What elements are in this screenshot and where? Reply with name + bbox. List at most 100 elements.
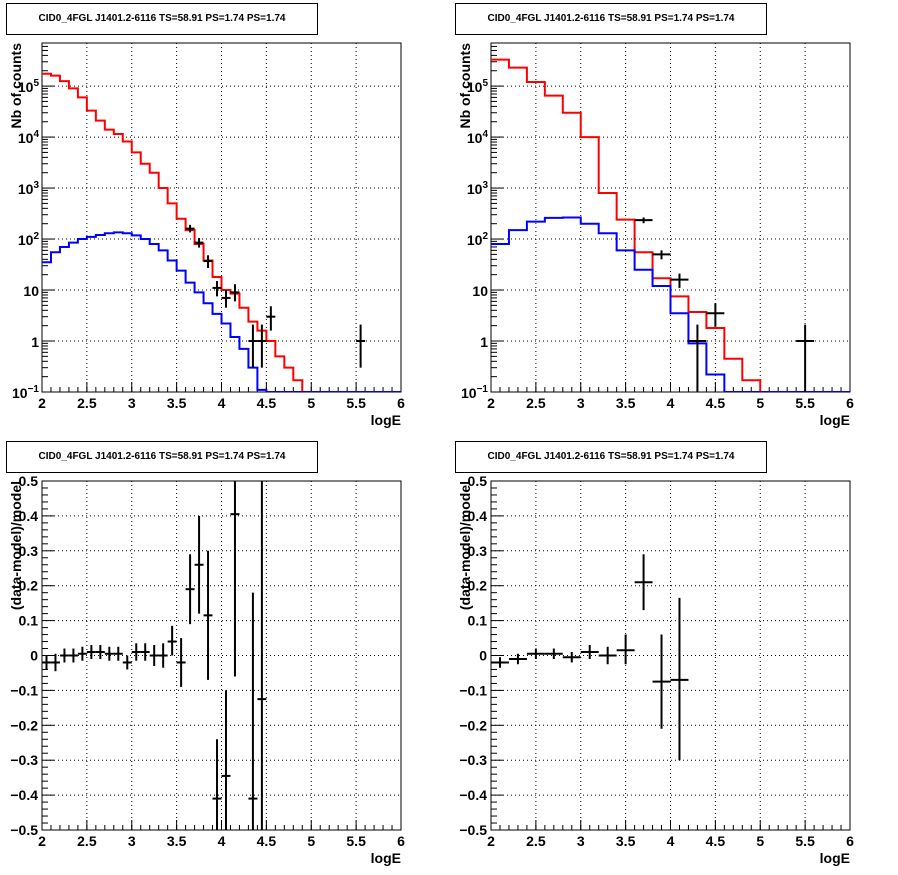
data-point bbox=[230, 284, 240, 302]
x-tick-label: 3 bbox=[128, 395, 136, 411]
x-tick-label: 5.5 bbox=[795, 833, 815, 849]
x-tick-label: 4 bbox=[667, 395, 675, 411]
y-tick-label: 0 bbox=[30, 648, 38, 664]
x-axis-label: logE bbox=[371, 850, 401, 866]
plot-area bbox=[42, 481, 267, 830]
data-point bbox=[266, 306, 276, 331]
data-point bbox=[140, 643, 150, 661]
y-tick-label: 0.5 bbox=[468, 473, 488, 489]
y-tick-label: 0.2 bbox=[19, 578, 39, 594]
y-tick-label: −0.4 bbox=[459, 787, 487, 803]
y-axis-label: Nb of counts bbox=[457, 43, 473, 129]
data-point bbox=[526, 648, 545, 659]
data-point bbox=[68, 648, 78, 663]
data-point bbox=[508, 653, 527, 665]
data-point bbox=[104, 646, 114, 661]
y-tick-label: 1 bbox=[31, 334, 39, 350]
plot-residuals-right: 2 2.5 3 3.5 4 4.5 5 5.5 6 −0.5 −0.4 −0.3 −0.2 −0.1 0 0.… bbox=[457, 473, 854, 866]
data-point bbox=[185, 224, 195, 233]
x-tick-label: 3.5 bbox=[167, 833, 187, 849]
x-tick-label: 5 bbox=[756, 395, 764, 411]
data-point bbox=[50, 653, 60, 672]
ticks bbox=[41, 42, 402, 393]
data-point bbox=[248, 592, 258, 830]
y-tick-label: 105 bbox=[467, 78, 489, 95]
y-tick-label: 10 bbox=[472, 283, 488, 299]
x-tick-label: 2 bbox=[487, 833, 495, 849]
x-tick-label: 3 bbox=[128, 833, 136, 849]
grid bbox=[491, 481, 850, 830]
y-axis-label: Nb of counts bbox=[8, 43, 24, 129]
x-axis-label: logE bbox=[820, 850, 850, 866]
x-tick-label: 2.5 bbox=[77, 833, 97, 849]
data-point bbox=[167, 625, 177, 656]
y-tick-label: 104 bbox=[467, 129, 489, 146]
data-point bbox=[598, 646, 617, 665]
panel-counts-left: 2 2.5 3 3.5 4 4.5 5 5.5 6 10−1 1 10 102 103 104 105 logE… bbox=[0, 0, 449, 437]
y-tick-label: −0.2 bbox=[10, 717, 38, 733]
x-tick-label: 3.5 bbox=[616, 395, 636, 411]
plot-residuals-left: 2 2.5 3 3.5 4 4.5 5 5.5 6 −0.5 −0.4 −0.3 −0.2 −0.1 0 0.… bbox=[8, 473, 405, 866]
data-point bbox=[544, 648, 563, 659]
data-point bbox=[688, 324, 707, 392]
y-tick-label: −0.4 bbox=[10, 787, 38, 803]
panel-residuals-right: 2 2.5 3 3.5 4 4.5 5 5.5 6 −0.5 −0.4 −0.3 −0.2 −0.1 0 0.… bbox=[449, 438, 898, 875]
data-point bbox=[257, 324, 267, 368]
plot-area bbox=[491, 554, 689, 761]
y-tick-label: 0.2 bbox=[468, 578, 488, 594]
plot-area bbox=[42, 72, 401, 392]
data-point bbox=[356, 324, 366, 368]
x-tick-label: 6 bbox=[846, 395, 854, 411]
y-tick-label: −0.3 bbox=[459, 752, 487, 768]
plot-counts-right: 2 2.5 3 3.5 4 4.5 5 5.5 6 10−1 1 10 102 103 104 105 logE… bbox=[457, 42, 854, 428]
x-tick-label: 3 bbox=[577, 395, 585, 411]
y-tick-label: 104 bbox=[18, 129, 40, 146]
y-tick-label: 0.4 bbox=[468, 508, 488, 524]
y-tick-label: 0 bbox=[479, 648, 487, 664]
x-tick-label: 5.5 bbox=[346, 395, 366, 411]
data-point bbox=[194, 237, 204, 248]
x-tick-label: 4 bbox=[218, 833, 226, 849]
data-point bbox=[203, 550, 213, 680]
x-tick-label: 3.5 bbox=[616, 833, 636, 849]
data-point bbox=[580, 645, 599, 659]
data-point bbox=[562, 652, 581, 663]
x-tick-label: 6 bbox=[397, 833, 405, 849]
panel-residuals-left: 2 2.5 3 3.5 4 4.5 5 5.5 6 −0.5 −0.4 −0.3 −0.2 −0.1 0 0.… bbox=[0, 438, 449, 875]
x-tick-label: 5 bbox=[756, 833, 764, 849]
data-point bbox=[185, 554, 195, 625]
x-tick-label: 2 bbox=[487, 395, 495, 411]
x-tick-label: 4.5 bbox=[706, 833, 726, 849]
x-tick-label: 5 bbox=[307, 395, 315, 411]
data-point bbox=[652, 250, 671, 260]
x-axis-label: logE bbox=[371, 412, 401, 428]
panel-title: CID0_4FGL J1401.2-6116 TS=58.91 PS=1.74 … bbox=[455, 441, 767, 473]
x-tick-label: 2 bbox=[38, 833, 46, 849]
x-tick-label: 3 bbox=[577, 833, 585, 849]
y-tick-label: 103 bbox=[467, 180, 489, 197]
y-tick-label: 0.3 bbox=[19, 543, 39, 559]
data-point bbox=[131, 643, 141, 661]
x-tick-label: 3.5 bbox=[167, 395, 187, 411]
y-tick-label: 0.3 bbox=[468, 543, 488, 559]
data-point bbox=[652, 634, 671, 729]
x-tick-label: 4 bbox=[218, 395, 226, 411]
total-model-histogram bbox=[42, 72, 401, 392]
y-tick-label: −0.2 bbox=[459, 717, 487, 733]
y-tick-label: 10−1 bbox=[461, 384, 488, 401]
x-tick-label: 4.5 bbox=[706, 395, 726, 411]
x-tick-label: 5.5 bbox=[346, 833, 366, 849]
panel-counts-right: 2 2.5 3 3.5 4 4.5 5 5.5 6 10−1 1 10 102 103 104 105 logE… bbox=[449, 0, 898, 437]
data-point bbox=[158, 643, 168, 668]
x-tick-label: 2 bbox=[38, 395, 46, 411]
data-point bbox=[176, 638, 186, 687]
y-tick-label: −0.3 bbox=[10, 752, 38, 768]
x-tick-label: 4.5 bbox=[257, 833, 277, 849]
x-tick-label: 4 bbox=[667, 833, 675, 849]
panel-title: CID0_4FGL J1401.2-6116 TS=58.91 PS=1.74 … bbox=[6, 3, 318, 35]
data-point bbox=[77, 646, 87, 661]
data-point bbox=[149, 645, 159, 666]
x-tick-label: 2.5 bbox=[526, 833, 546, 849]
data-point bbox=[257, 481, 267, 830]
source-model-histogram bbox=[491, 216, 850, 392]
